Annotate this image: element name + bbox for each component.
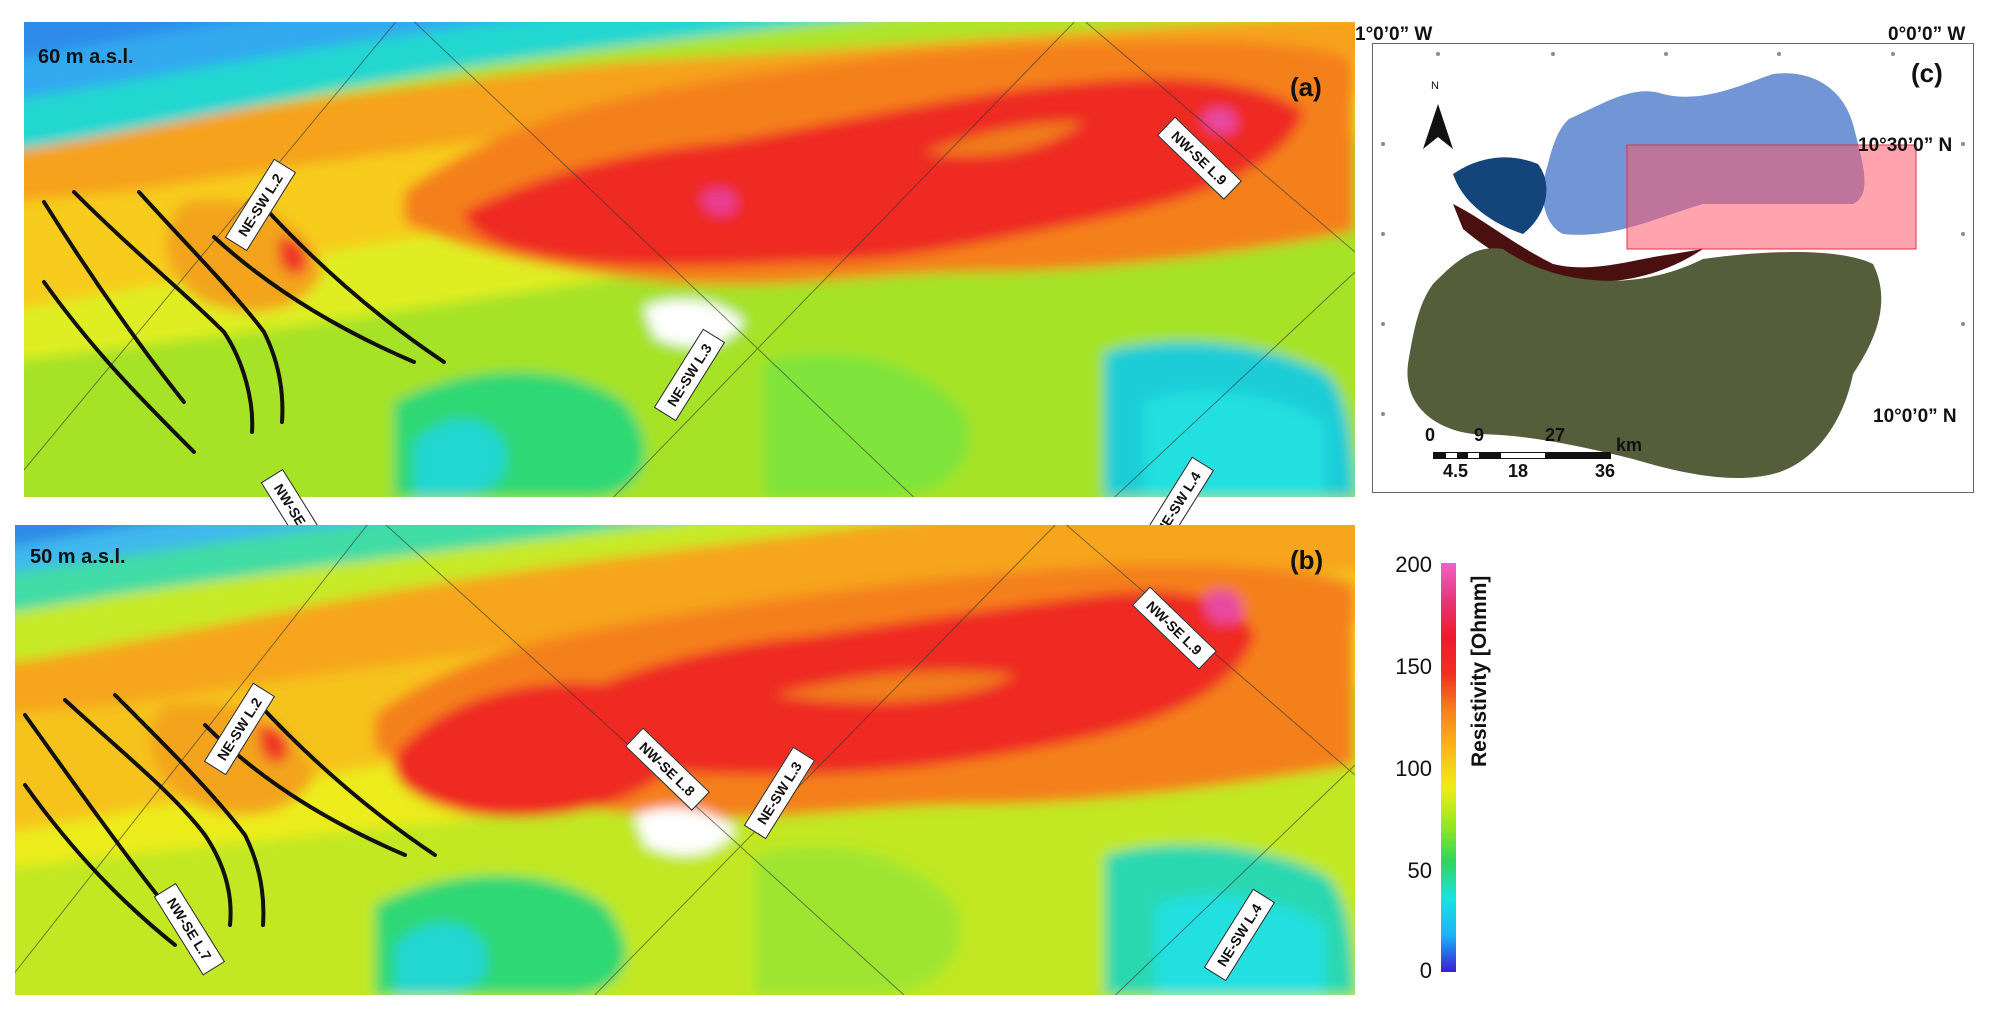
scale-tick: 4.5 <box>1443 461 1469 481</box>
colorbar-title: Resistivity [Ohmm] <box>1468 575 1491 767</box>
elevation-label-b: 50 m a.s.l. <box>30 546 126 568</box>
north-label: N <box>1431 80 1439 92</box>
resistivity-map-60m <box>24 22 1355 497</box>
scale-unit: km <box>1616 435 1643 455</box>
panel-label-c: (c) <box>1911 58 1943 88</box>
panel-label-a: (a) <box>1290 72 1322 102</box>
colorbar-tick: 50 <box>1407 858 1432 883</box>
colorbar-tick: 100 <box>1395 756 1432 781</box>
scale-tick: 27 <box>1545 425 1566 445</box>
resistivity-colorbar <box>1441 563 1456 972</box>
latitude-label-north: 10°30’0” N <box>1858 135 1953 156</box>
study-area-rectangle <box>1626 144 1917 250</box>
scale-tick: 18 <box>1508 461 1529 481</box>
colorbar-tick: 0 <box>1419 958 1432 983</box>
colorbar-tick: 150 <box>1395 654 1432 679</box>
resistivity-contour-b <box>15 525 1355 995</box>
study-area-map <box>1381 52 1965 479</box>
resistivity-contour-a <box>24 22 1355 497</box>
elevation-label-a: 60 m a.s.l. <box>38 46 134 68</box>
north-arrow-icon <box>1423 104 1453 149</box>
scale-tick: 36 <box>1595 461 1616 481</box>
graticule-dots <box>1381 52 1965 416</box>
latitude-label-south: 10°0’0” N <box>1873 406 1957 427</box>
scale-tick: 0 <box>1425 425 1436 445</box>
scale-bar <box>1433 452 1611 459</box>
lower-region <box>1407 248 1882 479</box>
location-map: N (c) 10°30’0” N 10°0’0” N 0 9 27 km 4.5… <box>1372 43 1974 493</box>
longitude-label-east: 0°0’0” W <box>1888 24 1966 45</box>
longitude-label-west: 1°0’0” W <box>1355 24 1433 45</box>
northwest-region <box>1453 157 1547 234</box>
scale-tick: 9 <box>1474 425 1485 445</box>
panel-label-b: (b) <box>1290 545 1324 575</box>
resistivity-map-50m <box>15 525 1355 995</box>
colorbar-tick: 200 <box>1395 552 1432 577</box>
